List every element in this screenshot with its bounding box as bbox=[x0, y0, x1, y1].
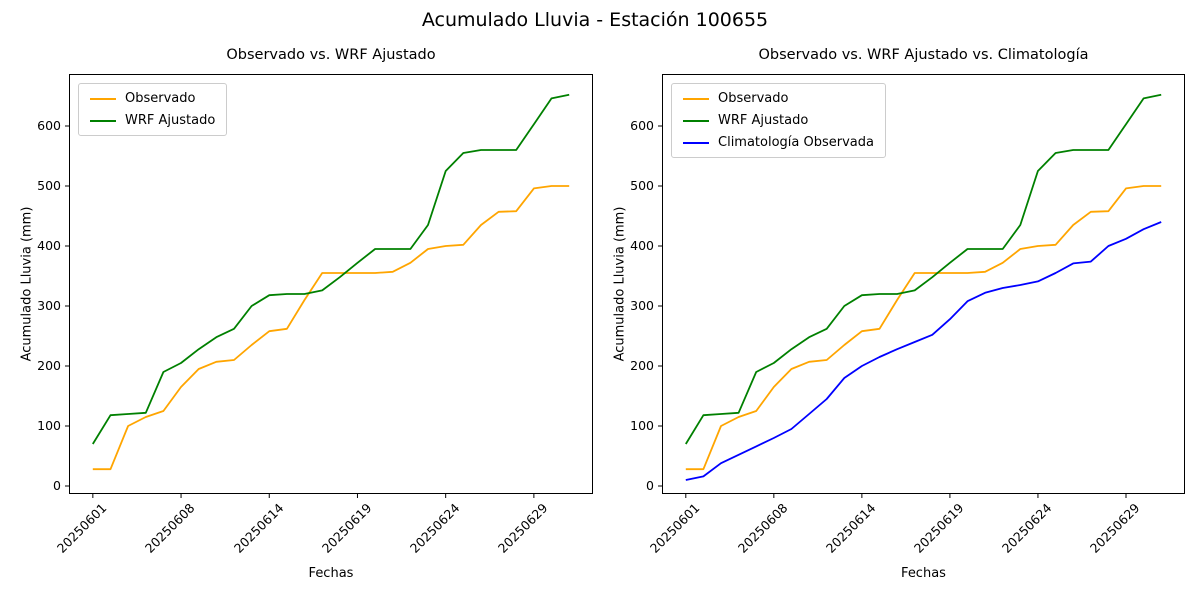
y-tick-label: 0 bbox=[53, 478, 61, 493]
y-tick-label: 600 bbox=[37, 118, 61, 133]
x-tick-label: 20250608 bbox=[142, 500, 198, 556]
legend-item: Climatología Observada bbox=[683, 135, 874, 150]
legend-line-observado bbox=[683, 97, 709, 100]
legend: Observado WRF Ajustado Climatología Obse… bbox=[671, 83, 886, 158]
legend-item: WRF Ajustado bbox=[683, 113, 874, 128]
y-tick-label: 100 bbox=[37, 418, 61, 433]
x-tick-label: 20250624 bbox=[999, 500, 1055, 556]
y-tick-label: 600 bbox=[630, 118, 654, 133]
x-tick-label: 20250619 bbox=[318, 500, 375, 556]
y-tick-label: 500 bbox=[37, 178, 61, 193]
legend-item: WRF Ajustado bbox=[90, 113, 215, 128]
line-observado bbox=[685, 185, 1162, 471]
plot-area bbox=[65, 74, 593, 498]
legend-label: WRF Ajustado bbox=[718, 113, 809, 128]
x-axis-label: Fechas bbox=[308, 566, 354, 581]
legend-label: Climatología Observada bbox=[718, 135, 874, 150]
x-tick-label: 20250608 bbox=[735, 500, 791, 556]
x-tick-label: 20250629 bbox=[495, 500, 551, 556]
y-axis-label: Acumulado Lluvia (mm) bbox=[612, 206, 628, 362]
x-tick-label: 20250629 bbox=[1087, 500, 1143, 556]
x-tick-label: 20250601 bbox=[647, 500, 703, 556]
y-tick-label: 400 bbox=[630, 238, 654, 253]
x-axis-label: Fechas bbox=[901, 566, 946, 581]
y-tick-label: 500 bbox=[630, 178, 654, 193]
y-axis-label: Acumulado Lluvia (mm) bbox=[19, 206, 35, 362]
x-tick-label: 20250619 bbox=[911, 500, 967, 556]
subplot-title: Observado vs. WRF Ajustado bbox=[226, 47, 436, 63]
y-tick-label: 200 bbox=[630, 358, 654, 373]
y-tick-label: 200 bbox=[37, 358, 61, 373]
x-tick-label: 20250601 bbox=[54, 500, 110, 556]
legend-label: Observado bbox=[125, 91, 196, 106]
legend-line-climatologia bbox=[683, 141, 709, 144]
x-tick-label: 20250614 bbox=[823, 500, 879, 556]
y-tick-label: 300 bbox=[37, 298, 61, 313]
legend-line-wrf bbox=[683, 119, 709, 122]
legend-label: WRF Ajustado bbox=[125, 113, 216, 128]
y-tick-label: 100 bbox=[630, 418, 654, 433]
x-tick-label: 20250614 bbox=[230, 500, 287, 556]
y-tick-label: 300 bbox=[630, 298, 654, 313]
y-tick-label: 400 bbox=[37, 238, 61, 253]
line-wrf-ajustado bbox=[92, 93, 570, 445]
legend-item: Observado bbox=[90, 91, 215, 106]
line-climatolog-a-observada bbox=[685, 221, 1162, 481]
legend: Observado WRF Ajustado bbox=[78, 83, 228, 136]
line-observado bbox=[92, 185, 570, 471]
y-tick-label: 0 bbox=[646, 478, 654, 493]
legend-line-wrf bbox=[90, 119, 116, 122]
x-tick-label: 20250624 bbox=[406, 500, 463, 556]
legend-line-observado bbox=[90, 97, 116, 100]
line-wrf-ajustado bbox=[685, 93, 1162, 445]
legend-item: Observado bbox=[683, 91, 874, 106]
plot-area bbox=[658, 74, 1185, 498]
figure-title: Acumulado Lluvia - Estación 100655 bbox=[421, 9, 769, 31]
subplot-title: Observado vs. WRF Ajustado vs. Climatolo… bbox=[758, 47, 1089, 63]
legend-label: Observado bbox=[718, 91, 789, 106]
